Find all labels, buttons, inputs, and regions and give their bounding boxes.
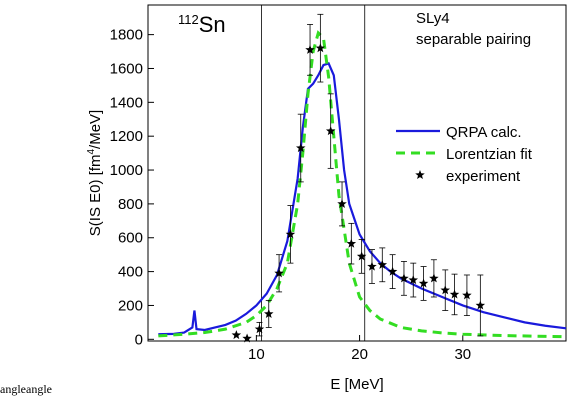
x-tick-label: 20 — [351, 346, 368, 363]
data-point — [305, 44, 315, 54]
data-point — [387, 266, 398, 276]
x-tick-label: 10 — [248, 346, 265, 363]
y-tick-label: 1000 — [110, 162, 143, 179]
y-tick-label: 1400 — [110, 94, 143, 111]
data-point — [296, 143, 306, 153]
legend-label: Lorentzian fit — [446, 146, 533, 163]
data-point — [475, 300, 486, 310]
data-point — [418, 278, 429, 288]
title-mass: 112 — [178, 12, 199, 27]
y-tick-label: 600 — [118, 230, 143, 247]
data-point — [346, 238, 357, 248]
data-point — [231, 330, 242, 340]
footer-text: angleangle — [0, 382, 52, 396]
data-point — [429, 273, 439, 283]
y-tick-label: 1800 — [110, 27, 143, 44]
data-point — [356, 251, 367, 261]
data-point — [440, 285, 450, 295]
legend-label: QRPA calc. — [446, 124, 522, 141]
y-tick-label: 800 — [118, 196, 143, 213]
data-point — [367, 261, 377, 271]
data-point — [337, 198, 347, 208]
x-tick-label: 30 — [454, 346, 471, 363]
y-tick-label: 1600 — [110, 60, 143, 77]
plot-frame — [147, 4, 567, 342]
data-point — [408, 275, 418, 285]
data-point — [285, 229, 296, 239]
data-point — [325, 126, 336, 136]
chart-title: 112Sn — [178, 12, 226, 37]
legend-symbol — [415, 170, 425, 180]
data-point — [264, 308, 274, 318]
y-axis-label: S(IS E0) [fm4/MeV] — [86, 110, 104, 236]
data-point — [254, 324, 265, 334]
data-point — [399, 273, 409, 283]
annotation: SLy4 — [416, 10, 450, 27]
y-axis-label-part: 4 — [86, 149, 97, 155]
data-point — [274, 268, 284, 278]
data-point — [462, 290, 472, 300]
y-tick-label: 1200 — [110, 128, 143, 145]
y-tick-label: 200 — [118, 297, 143, 314]
data-point — [377, 259, 388, 269]
annotation: separable pairing — [416, 31, 531, 48]
y-tick-label: 0 — [135, 331, 143, 348]
y-tick-label: 400 — [118, 264, 143, 281]
data-point — [242, 333, 252, 343]
data-point — [449, 289, 460, 299]
y-axis-label-part: /MeV] — [87, 110, 104, 149]
data-point — [315, 43, 326, 53]
legend-label: experiment — [446, 168, 521, 185]
series-line — [158, 62, 567, 336]
series-line — [158, 30, 567, 339]
x-axis-label: E [MeV] — [330, 376, 383, 393]
y-axis-label-part: S(IS E0) [fm — [87, 155, 104, 237]
title-symbol: Sn — [199, 12, 226, 37]
